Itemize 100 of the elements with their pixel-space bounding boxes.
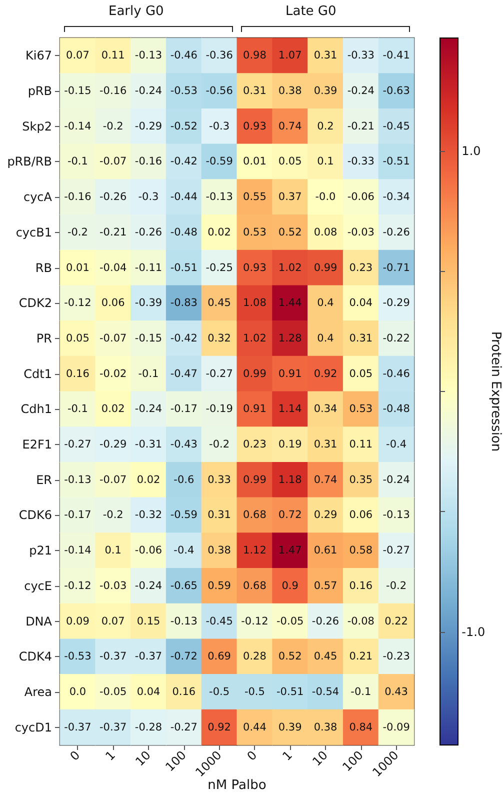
data-label: 0.02	[208, 226, 231, 238]
data-label: 0.05	[278, 156, 302, 168]
data-label: -0.16	[100, 85, 127, 98]
data-label: -0.83	[170, 297, 198, 310]
data-label: 0.39	[278, 721, 302, 734]
data-label: 0.05	[66, 332, 90, 344]
data-label: 0.93	[243, 120, 266, 132]
data-label: -0.29	[134, 120, 162, 132]
data-label: -0.37	[64, 721, 92, 734]
data-label: -0.11	[134, 262, 162, 274]
data-label: 0.99	[314, 262, 338, 274]
x-tick-label: 0	[244, 748, 260, 764]
data-label: 0.15	[136, 615, 160, 628]
data-label: 0.22	[384, 615, 408, 628]
data-label: -0.1	[138, 368, 159, 380]
data-label: 1.47	[278, 544, 302, 557]
data-label: -0.32	[134, 509, 162, 522]
data-label: 0.72	[278, 509, 302, 522]
y-tick-label: cycA	[23, 190, 53, 204]
data-label: -0.3	[209, 120, 230, 132]
data-label: -0.47	[170, 368, 198, 380]
data-label: 0.06	[101, 297, 126, 310]
data-label: 0.39	[314, 85, 338, 98]
data-label: -0.26	[100, 191, 127, 204]
data-label: 0.01	[243, 156, 266, 168]
y-tick-label: DNA	[26, 614, 53, 628]
x-tick-label: 0	[67, 748, 83, 764]
data-label: -0.24	[382, 474, 410, 486]
data-label: 0.69	[208, 650, 231, 663]
data-label: -0.2	[102, 509, 124, 522]
data-label: 1.02	[243, 332, 266, 344]
data-label: -0.16	[134, 156, 162, 168]
data-label: 0.38	[208, 544, 231, 557]
data-label: -0.56	[206, 85, 234, 98]
data-label: -0.48	[382, 403, 410, 416]
x-tick-label: 100	[162, 748, 189, 774]
data-label: 0.61	[314, 544, 338, 557]
color-bar-label: -1.0	[462, 624, 486, 639]
data-label: -0.16	[64, 191, 92, 204]
data-label: 0.68	[243, 580, 266, 592]
data-label: 0.0	[69, 686, 86, 698]
data-label: 0.31	[243, 85, 266, 98]
data-label: 0.74	[314, 474, 338, 486]
data-label: -0.45	[206, 615, 233, 628]
data-label: 0.07	[66, 50, 90, 62]
data-label: 0.52	[278, 650, 302, 663]
data-label: 0.52	[278, 226, 302, 238]
data-label: -0.5	[209, 686, 230, 698]
data-label: 0.37	[278, 191, 302, 204]
data-label: -0.36	[206, 50, 234, 62]
data-label: -0.5	[244, 686, 265, 698]
color-bar-label: 1.0	[462, 144, 481, 158]
y-tick-label: Area	[24, 684, 52, 699]
data-label: 0.31	[314, 50, 338, 62]
y-tick-label: RB	[35, 260, 52, 275]
data-label: 0.74	[278, 120, 302, 132]
data-label: -0.33	[347, 156, 374, 168]
y-tick-label: pRB/RB	[7, 154, 52, 169]
data-label: -0.05	[100, 686, 127, 698]
y-tick-label: E2F1	[22, 438, 52, 452]
data-label: 0.21	[349, 650, 373, 663]
data-label: -0.15	[134, 332, 162, 344]
data-label: -0.37	[100, 650, 127, 663]
data-label: -0.06	[347, 191, 375, 204]
text: Late G0	[286, 4, 336, 19]
data-label: 0.93	[243, 262, 266, 274]
data-label: 0.38	[278, 85, 302, 98]
data-label: -0.44	[170, 191, 198, 204]
data-label: 0.91	[278, 368, 302, 380]
y-tick-label: pRB	[28, 84, 52, 98]
data-label: -0.46	[382, 368, 410, 380]
data-label: -0.19	[206, 403, 233, 416]
data-label: -0.2	[102, 120, 124, 132]
data-label: -0.37	[134, 650, 162, 663]
data-label: 0.28	[243, 650, 266, 663]
data-label: -0.21	[100, 226, 127, 238]
data-label: -0.02	[100, 368, 127, 380]
data-label: -0.07	[100, 332, 127, 344]
data-label: 0.32	[208, 332, 231, 344]
data-label: 0.55	[243, 191, 266, 204]
data-label: 1.07	[278, 50, 302, 62]
data-label: -0.65	[170, 580, 198, 592]
data-label: -0.15	[64, 85, 92, 98]
data-label: -0.42	[170, 332, 198, 344]
data-label: -0.3	[138, 191, 159, 204]
data-label: 0.11	[101, 50, 125, 62]
data-label: 0.59	[208, 580, 231, 592]
data-label: 0.08	[314, 226, 338, 238]
data-label: -0.39	[134, 297, 162, 310]
data-label: 0.19	[278, 438, 302, 451]
data-label: -0.51	[382, 156, 410, 168]
data-label: -0.28	[134, 721, 162, 734]
data-label: -0.17	[170, 403, 198, 416]
data-label: -0.34	[382, 191, 410, 204]
data-label: 0.02	[101, 403, 125, 416]
data-label: 0.31	[208, 509, 231, 522]
data-label: -0.1	[67, 156, 88, 168]
data-label: -0.71	[382, 262, 410, 274]
data-label: -0.14	[64, 120, 92, 132]
y-tick-label: Ki67	[26, 48, 52, 63]
